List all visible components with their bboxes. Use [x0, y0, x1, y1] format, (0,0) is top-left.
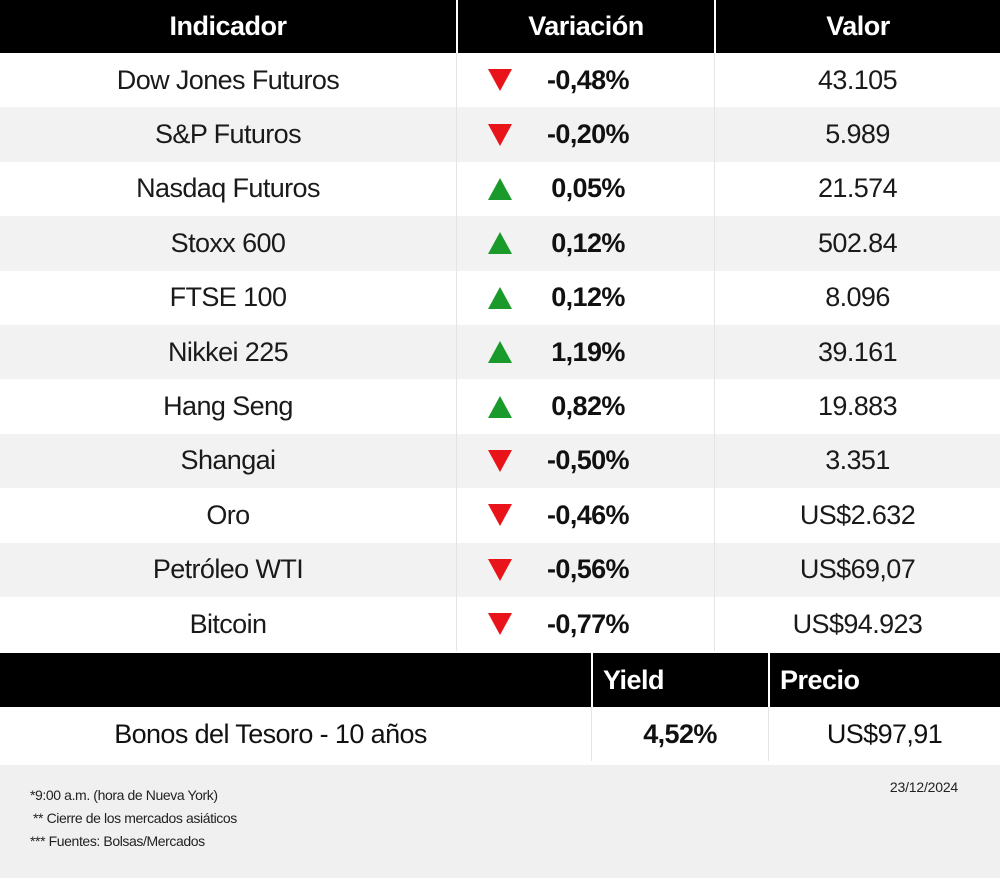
bond-header-spacer	[0, 653, 591, 707]
table-row: Nikkei 225 1,19% 39.161	[0, 324, 1000, 380]
indicator-name: Shangai	[180, 445, 276, 476]
table-header: Indicador Variación Valor	[0, 0, 1000, 53]
footnote-asia: ** Cierre de los mercados asiáticos	[33, 810, 237, 826]
footnote-sources: *** Fuentes: Bolsas/Mercados	[30, 833, 205, 849]
triangle-up-icon	[487, 230, 513, 256]
bond-header: Yield Precio	[0, 653, 1000, 708]
table-row: Nasdaq Futuros 0,05% 21.574	[0, 161, 1000, 217]
indicator-value: US$69,07	[714, 542, 1000, 597]
table-row: Hang Seng 0,82% 19.883	[0, 379, 1000, 434]
table-row: Stoxx 600 0,12% 502.84	[0, 216, 1000, 271]
change-cell: -0,48%	[456, 53, 714, 108]
triangle-up-icon	[487, 394, 513, 420]
triangle-up-icon	[487, 176, 513, 202]
table-row: Oro -0,46% US$2.632	[0, 488, 1000, 543]
indicator-name: S&P Futuros	[155, 119, 302, 150]
indicator-name: Nasdaq Futuros	[136, 173, 320, 204]
triangle-down-icon	[487, 611, 513, 637]
footnote-time: *9:00 a.m. (hora de Nueva York)	[30, 787, 218, 803]
change-cell: -0,50%	[456, 433, 714, 489]
table-row: Dow Jones Futuros -0,48% 43.105	[0, 53, 1000, 108]
bond-price: US$97,91	[768, 707, 1000, 762]
change-cell: -0,46%	[456, 488, 714, 543]
indicator-name: Oro	[206, 499, 250, 530]
indicator-name: Dow Jones Futuros	[116, 64, 340, 95]
change-cell: 0,12%	[456, 270, 714, 325]
bond-row: Bonos del Tesoro - 10 años 4,52% US$97,9…	[0, 707, 1000, 762]
triangle-up-icon	[487, 339, 513, 365]
indicator-value: 5.989	[714, 107, 1000, 162]
footer: *9:00 a.m. (hora de Nueva York) ** Cierr…	[0, 765, 1000, 878]
change-percent: -0,46%	[547, 499, 630, 530]
indicator-value: US$94.923	[714, 596, 1000, 652]
table-row: S&P Futuros -0,20% 5.989	[0, 107, 1000, 162]
indicator-value: 502.84	[714, 216, 1000, 271]
change-cell: -0,20%	[456, 107, 714, 162]
table-row: Shangai -0,50% 3.351	[0, 433, 1000, 489]
table-row: FTSE 100 0,12% 8.096	[0, 270, 1000, 325]
indicator-value: 19.883	[714, 379, 1000, 434]
bond-yield: 4,52%	[591, 707, 768, 762]
table-body: Dow Jones Futuros -0,48% 43.105 S&P Futuros…	[0, 53, 1000, 652]
change-cell: -0,56%	[456, 542, 714, 597]
triangle-down-icon	[487, 448, 513, 474]
change-percent: 0,05%	[551, 173, 625, 204]
change-percent: 0,82%	[551, 391, 625, 422]
market-table: Indicador Variación Valor Dow Jones Futu…	[0, 0, 1000, 652]
header-indicator: Indicador	[169, 11, 287, 41]
indicator-name: Hang Seng	[163, 391, 293, 422]
change-percent: 1,19%	[551, 336, 625, 367]
change-percent: -0,56%	[547, 554, 630, 585]
bond-name: Bonos del Tesoro - 10 años	[114, 718, 427, 749]
indicator-value: 8.096	[714, 270, 1000, 325]
change-percent: -0,50%	[547, 445, 630, 476]
change-cell: -0,77%	[456, 596, 714, 652]
change-percent: 0,12%	[551, 227, 625, 258]
triangle-down-icon	[487, 67, 513, 93]
change-cell: 0,12%	[456, 216, 714, 271]
bond-table: Yield Precio Bonos del Tesoro - 10 años …	[0, 653, 1000, 762]
indicator-name: FTSE 100	[169, 282, 287, 313]
header-change: Variación	[456, 0, 714, 53]
change-cell: 0,05%	[456, 161, 714, 217]
indicator-value: 39.161	[714, 324, 1000, 380]
indicator-name: Nikkei 225	[167, 336, 289, 367]
header-yield: Yield	[591, 653, 768, 708]
triangle-down-icon	[487, 122, 513, 148]
triangle-down-icon	[487, 502, 513, 528]
change-cell: 0,82%	[456, 379, 714, 434]
change-cell: 1,19%	[456, 324, 714, 380]
indicator-value: US$2.632	[714, 488, 1000, 543]
indicator-name: Bitcoin	[189, 608, 267, 639]
triangle-up-icon	[487, 285, 513, 311]
date-label: 23/12/2024	[889, 779, 958, 795]
change-percent: -0,20%	[547, 119, 630, 150]
header-value: Valor	[714, 0, 1000, 53]
triangle-down-icon	[487, 557, 513, 583]
indicator-value: 21.574	[714, 161, 1000, 217]
change-percent: -0,48%	[547, 64, 630, 95]
indicator-value: 43.105	[714, 53, 1000, 108]
indicator-value: 3.351	[714, 433, 1000, 489]
header-price: Precio	[768, 653, 1000, 708]
table-row: Petróleo WTI -0,56% US$69,07	[0, 542, 1000, 597]
indicator-name: Stoxx 600	[170, 227, 286, 258]
indicator-name: Petróleo WTI	[152, 554, 304, 585]
change-percent: -0,77%	[547, 608, 630, 639]
change-percent: 0,12%	[551, 282, 625, 313]
table-row: Bitcoin -0,77% US$94.923	[0, 596, 1000, 652]
